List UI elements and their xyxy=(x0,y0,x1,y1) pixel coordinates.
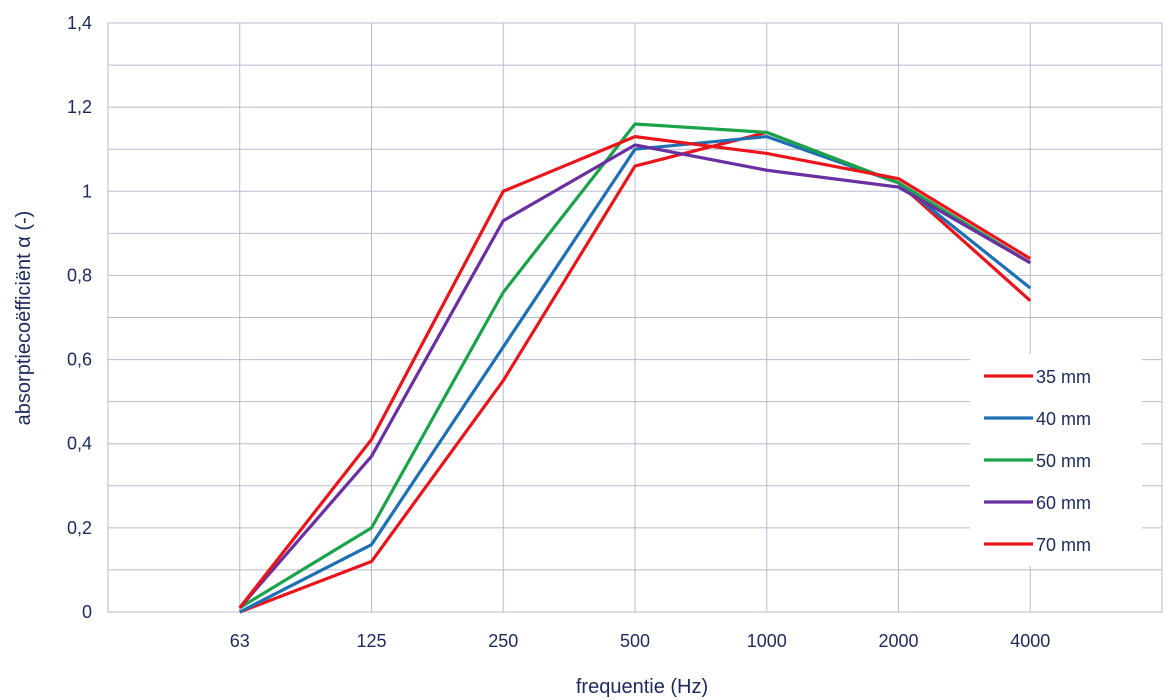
x-tick-label: 500 xyxy=(620,631,650,651)
series-line xyxy=(238,143,1032,609)
y-tick-label: 0 xyxy=(82,602,92,622)
x-tick-label: 63 xyxy=(230,631,250,651)
legend-label: 50 mm xyxy=(1036,451,1091,471)
series-line xyxy=(238,134,1032,609)
legend: 35 mm 40 mm 50 mm 60 mm 70 mm xyxy=(970,354,1142,566)
y-tick-label: 1 xyxy=(82,181,92,201)
x-tick-label: 2000 xyxy=(878,631,918,651)
x-tick-label: 1000 xyxy=(747,631,787,651)
x-tick-label: 125 xyxy=(356,631,386,651)
series-line xyxy=(238,122,1032,610)
x-axis: 63 125 250 500 1000 2000 4000 xyxy=(230,631,1051,651)
x-axis-label: frequentie (Hz) xyxy=(576,676,708,698)
x-tick-label: 250 xyxy=(488,631,518,651)
y-tick-label: 0,2 xyxy=(67,518,92,538)
legend-label: 60 mm xyxy=(1036,493,1091,513)
legend-label: 70 mm xyxy=(1036,535,1091,555)
y-tick-label: 0,4 xyxy=(67,434,92,454)
y-tick-label: 1,2 xyxy=(67,97,92,117)
plot-area xyxy=(238,122,1032,614)
legend-label: 35 mm xyxy=(1036,367,1091,387)
x-tick-label: 4000 xyxy=(1010,631,1050,651)
y-tick-label: 0,8 xyxy=(67,265,92,285)
y-axis: 0 0,2 0,4 0,6 0,8 1 1,2 1,4 xyxy=(67,13,92,622)
y-tick-label: 1,4 xyxy=(67,13,92,33)
y-tick-label: 0,6 xyxy=(67,350,92,370)
y-axis-label: absorptiecoëfficiënt α (-) xyxy=(13,211,35,426)
legend-label: 40 mm xyxy=(1036,409,1091,429)
